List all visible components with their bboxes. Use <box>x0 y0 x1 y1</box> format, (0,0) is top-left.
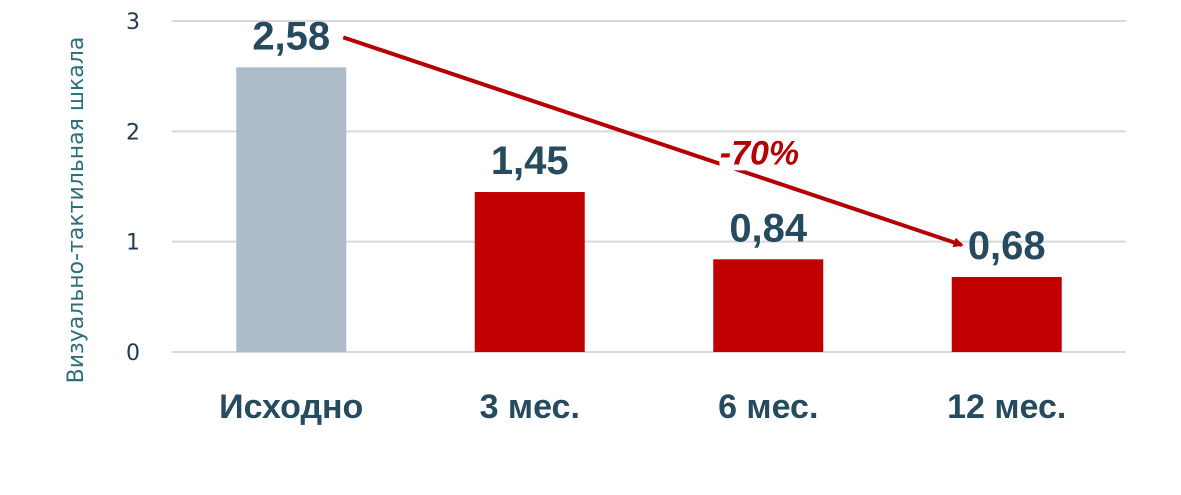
y-tick-label: 0 <box>126 341 140 366</box>
value-labels: 2,58 1,45 0,84 0,68 <box>252 14 1045 268</box>
category-labels: Исходно 3 мес. 6 мес. 12 мес. <box>219 388 1066 426</box>
value-label: 0,84 <box>729 206 808 250</box>
value-label: 2,58 <box>252 14 330 58</box>
y-tick-label: 3 <box>126 10 140 35</box>
category-label: 3 мес. <box>480 388 580 426</box>
annotation: -70% <box>342 35 964 248</box>
bar-2 <box>474 192 585 352</box>
bar-1 <box>236 67 347 352</box>
y-tick-label: 1 <box>126 231 140 256</box>
percent-label-background <box>719 136 800 171</box>
y-axis-ticks: 0 1 2 3 <box>126 10 140 366</box>
trend-arrow <box>342 35 964 248</box>
y-tick-label: 2 <box>126 120 140 145</box>
value-label: 1,45 <box>491 139 569 183</box>
category-label: 12 мес. <box>947 388 1066 426</box>
bar-3 <box>713 259 824 352</box>
category-label: Исходно <box>219 388 363 426</box>
bars <box>236 67 1062 352</box>
bar-4 <box>951 276 1062 352</box>
y-axis-label: Визуально-тактильная шкала <box>64 37 89 384</box>
percent-change-label: -70% <box>720 134 799 172</box>
value-label: 0,68 <box>968 224 1046 268</box>
category-label: 6 мес. <box>718 388 818 426</box>
